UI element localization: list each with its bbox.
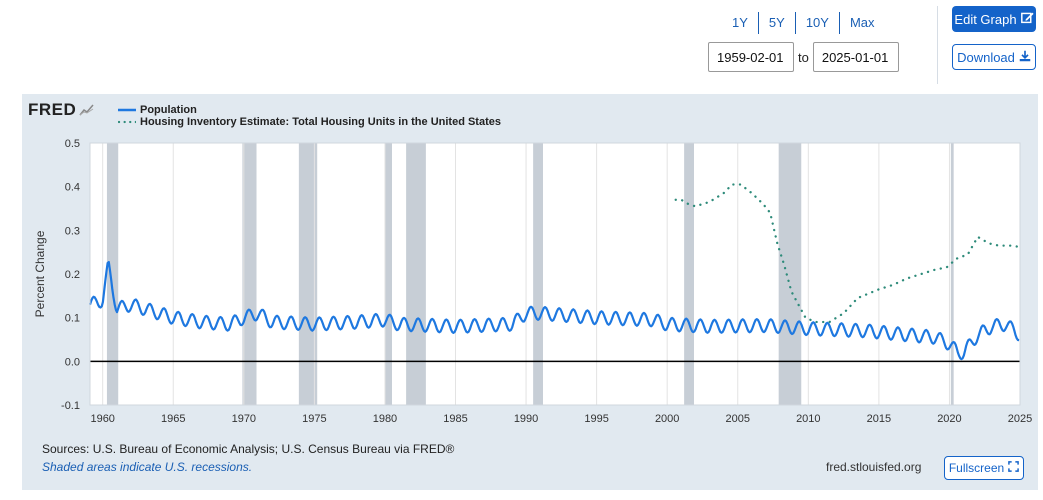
sources-text: Sources: U.S. Bureau of Economic Analysi… <box>42 442 455 456</box>
recession-band <box>298 143 318 405</box>
legend-swatch-dotted <box>118 120 136 124</box>
recession-band <box>106 143 119 405</box>
range-1y-link[interactable]: 1Y <box>722 12 759 34</box>
x-tick-label: 1995 <box>584 413 608 425</box>
x-tick-label: 2020 <box>937 413 961 425</box>
edit-graph-label: Edit Graph <box>954 11 1017 27</box>
recession-band <box>384 143 393 405</box>
series-line-housing <box>674 183 1022 324</box>
download-button[interactable]: Download <box>952 44 1036 70</box>
x-tick-label: 2015 <box>867 413 891 425</box>
legend-item-housing: Housing Inventory Estimate: Total Housin… <box>118 116 501 128</box>
range-10y-link[interactable]: 10Y <box>796 12 840 34</box>
recession-band <box>242 143 257 405</box>
recession-band <box>950 143 954 405</box>
legend-label-housing: Housing Inventory Estimate: Total Housin… <box>140 116 501 128</box>
range-selector: 1Y 5Y 10Y Max <box>722 8 885 38</box>
y-tick-label: 0.1 <box>65 313 80 325</box>
fred-logo-text: FRED <box>28 100 77 119</box>
x-tick-label: 2000 <box>655 413 679 425</box>
chart-legend: Population Housing Inventory Estimate: T… <box>118 104 501 128</box>
x-tick-label: 1970 <box>232 413 256 425</box>
chart-panel: -0.1 0.0 0.1 0.2 0.3 0.4 0.5 1960 1965 1970 1975 19… <box>22 94 1038 490</box>
recession-band <box>406 143 426 405</box>
chart-svg: -0.1 0.0 0.1 0.2 0.3 0.4 0.5 1960 1965 1970 1975 19… <box>33 138 1032 425</box>
y-tick-label: 0.5 <box>65 138 80 150</box>
recession-band <box>533 143 544 405</box>
x-tick-label: 2005 <box>726 413 750 425</box>
legend-item-population: Population <box>118 104 501 116</box>
x-tick-label: 1975 <box>302 413 326 425</box>
to-label: to <box>798 49 809 65</box>
date-range: to <box>708 42 899 72</box>
y-tick-label: -0.1 <box>61 400 80 412</box>
range-5y-link[interactable]: 5Y <box>759 12 796 34</box>
start-date-input[interactable] <box>708 42 794 72</box>
edit-icon <box>1020 11 1034 27</box>
x-tick-label: 1990 <box>514 413 538 425</box>
fullscreen-label: Fullscreen <box>948 461 1005 475</box>
x-tick-label: 1960 <box>90 413 114 425</box>
y-tick-label: 0.3 <box>65 225 80 237</box>
fred-chart-icon <box>79 104 94 116</box>
y-tick-label: 0.0 <box>65 356 80 368</box>
x-tick-label: 2010 <box>796 413 820 425</box>
edit-graph-button[interactable]: Edit Graph <box>952 6 1036 32</box>
x-tick-label: 1985 <box>443 413 467 425</box>
range-max-link[interactable]: Max <box>849 15 875 30</box>
recession-note: Shaded areas indicate U.S. recessions. <box>42 460 253 474</box>
y-tick-label: 0.2 <box>65 269 80 281</box>
y-axis-title: Percent Change <box>33 230 47 317</box>
divider <box>937 6 938 84</box>
plot-border <box>89 142 1021 406</box>
x-tick-label: 1965 <box>161 413 185 425</box>
x-tick-label: 1980 <box>373 413 397 425</box>
series-line-population <box>88 260 1020 361</box>
fred-logo: FRED <box>28 100 95 120</box>
recession-band <box>684 143 695 405</box>
fullscreen-button[interactable]: Fullscreen <box>944 456 1024 480</box>
end-date-input[interactable] <box>812 42 899 72</box>
site-url: fred.stlouisfed.org <box>826 460 922 474</box>
download-icon <box>1019 50 1031 65</box>
download-label: Download <box>957 49 1015 65</box>
legend-swatch-solid <box>118 108 136 112</box>
x-tick-label: 2025 <box>1008 413 1032 425</box>
recession-band <box>778 143 802 405</box>
y-tick-label: 0.4 <box>65 182 80 194</box>
plot-area <box>90 143 1020 405</box>
legend-label-population: Population <box>140 104 197 116</box>
fullscreen-icon <box>1008 461 1019 475</box>
